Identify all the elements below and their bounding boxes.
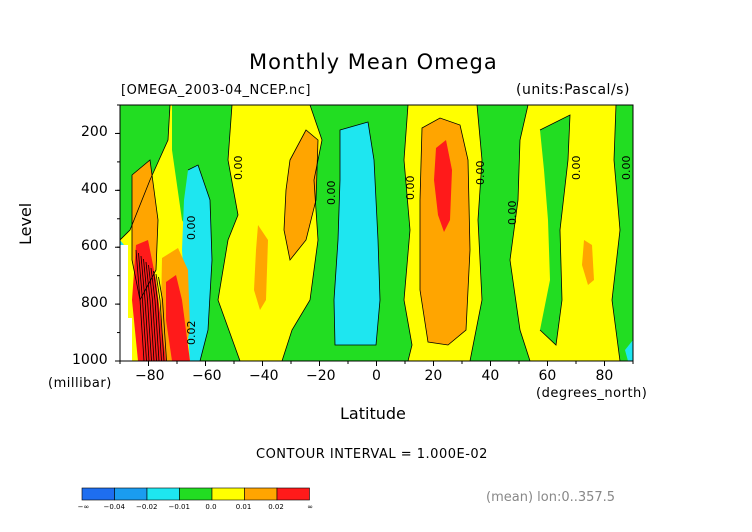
y-tick-label: 200 bbox=[81, 124, 108, 141]
contour-region-cyan bbox=[334, 122, 380, 345]
colorbar-swatch bbox=[114, 487, 148, 501]
chart-title: Monthly Mean Omega bbox=[249, 50, 498, 74]
contour-line bbox=[138, 252, 147, 361]
x-tick-label: −80 bbox=[135, 368, 165, 384]
contour-line bbox=[153, 270, 162, 361]
colorbar-label: −∞ bbox=[77, 503, 90, 511]
contour-value-label: 0.00 bbox=[325, 180, 338, 206]
contour-region-orange bbox=[582, 240, 594, 285]
contour-line bbox=[283, 129, 319, 261]
contour-line bbox=[419, 117, 471, 346]
contour-region-orange bbox=[420, 118, 470, 345]
colorbar-swatch bbox=[179, 487, 213, 501]
contour-value-label: 0.02 bbox=[185, 320, 198, 346]
y-tick-label: 800 bbox=[81, 295, 108, 312]
x-tick-label: 0 bbox=[372, 368, 381, 384]
contour-value-label: 0.00 bbox=[620, 155, 633, 181]
x-tick-label: 80 bbox=[595, 368, 614, 384]
contour-line bbox=[143, 258, 152, 361]
contour-line bbox=[135, 249, 145, 361]
y-tick-label: 1000 bbox=[72, 352, 108, 368]
colorbar-label: −0.01 bbox=[168, 503, 190, 511]
x-tick-label: −40 bbox=[249, 368, 279, 384]
contour-line bbox=[403, 105, 413, 361]
contour-line bbox=[333, 121, 381, 346]
contour-line bbox=[140, 255, 150, 361]
colorbar-swatch bbox=[276, 487, 310, 501]
colorbar-swatch bbox=[81, 487, 115, 501]
contour-region-green bbox=[540, 115, 570, 345]
x-tick-label: 20 bbox=[424, 368, 443, 384]
contour-value-label: 0.00 bbox=[232, 155, 245, 181]
colorbar-label: 0.01 bbox=[235, 503, 252, 511]
y-axis-label: Level bbox=[16, 202, 35, 245]
colorbar-swatch bbox=[244, 487, 278, 501]
y-axis-unit: (millibar) bbox=[48, 376, 112, 391]
contour-line bbox=[158, 276, 167, 361]
colorbar-label: ∞ bbox=[307, 503, 314, 511]
x-tick-label: −60 bbox=[192, 368, 222, 384]
contour-value-label: 0.00 bbox=[474, 160, 487, 186]
contour-line bbox=[148, 264, 157, 361]
contour-line bbox=[539, 114, 571, 346]
colorbar-label: −0.02 bbox=[136, 503, 158, 511]
x-axis-label: Latitude bbox=[340, 404, 406, 423]
colorbar-label: −0.04 bbox=[103, 503, 125, 511]
contour-value-label: 0.00 bbox=[570, 155, 583, 181]
contour-value-label: 0.00 bbox=[506, 200, 519, 226]
x-tick-label: −20 bbox=[306, 368, 336, 384]
contour-interval-text: CONTOUR INTERVAL = 1.000E-02 bbox=[256, 447, 488, 462]
contour-line bbox=[120, 105, 171, 241]
colorbar-swatch bbox=[211, 487, 245, 501]
terrain-mask bbox=[120, 245, 132, 361]
x-tick-label: 60 bbox=[538, 368, 557, 384]
contour-line bbox=[611, 105, 621, 361]
contour-region-cyan bbox=[625, 340, 633, 361]
contour-line bbox=[509, 105, 531, 361]
x-axis-unit: (degrees_north) bbox=[536, 386, 648, 401]
contour-line bbox=[131, 159, 159, 302]
x-tick-label: 40 bbox=[481, 368, 500, 384]
contour-line bbox=[187, 164, 213, 361]
contour-line bbox=[150, 267, 160, 361]
contour-region-cyan bbox=[182, 165, 212, 361]
colorbar-label: 0.0 bbox=[205, 503, 217, 511]
contour-region-green bbox=[612, 105, 633, 361]
contour-line bbox=[145, 261, 155, 361]
contour-value-label: 0.00 bbox=[404, 175, 417, 201]
y-tick-label: 600 bbox=[81, 238, 108, 255]
units-label: (units:Pascal/s) bbox=[516, 82, 630, 98]
contour-region-orange bbox=[254, 225, 268, 310]
contour-line bbox=[217, 105, 241, 361]
y-tick-label: 400 bbox=[81, 181, 108, 198]
contour-region-red bbox=[132, 240, 166, 361]
contour-region-orange bbox=[284, 130, 318, 260]
contour-line bbox=[469, 105, 483, 361]
contour-line bbox=[155, 273, 165, 361]
contour-region-red bbox=[166, 275, 190, 361]
file-label: [OMEGA_2003-04_NCEP.nc] bbox=[121, 83, 311, 98]
colorbar-label: 0.02 bbox=[268, 503, 284, 511]
contour-line bbox=[281, 105, 323, 361]
colorbar-swatch bbox=[146, 487, 180, 501]
mean-note: (mean) lon:0..357.5 bbox=[486, 490, 616, 505]
contour-value-label: 0.00 bbox=[185, 215, 198, 241]
contour-region-red bbox=[434, 140, 452, 232]
